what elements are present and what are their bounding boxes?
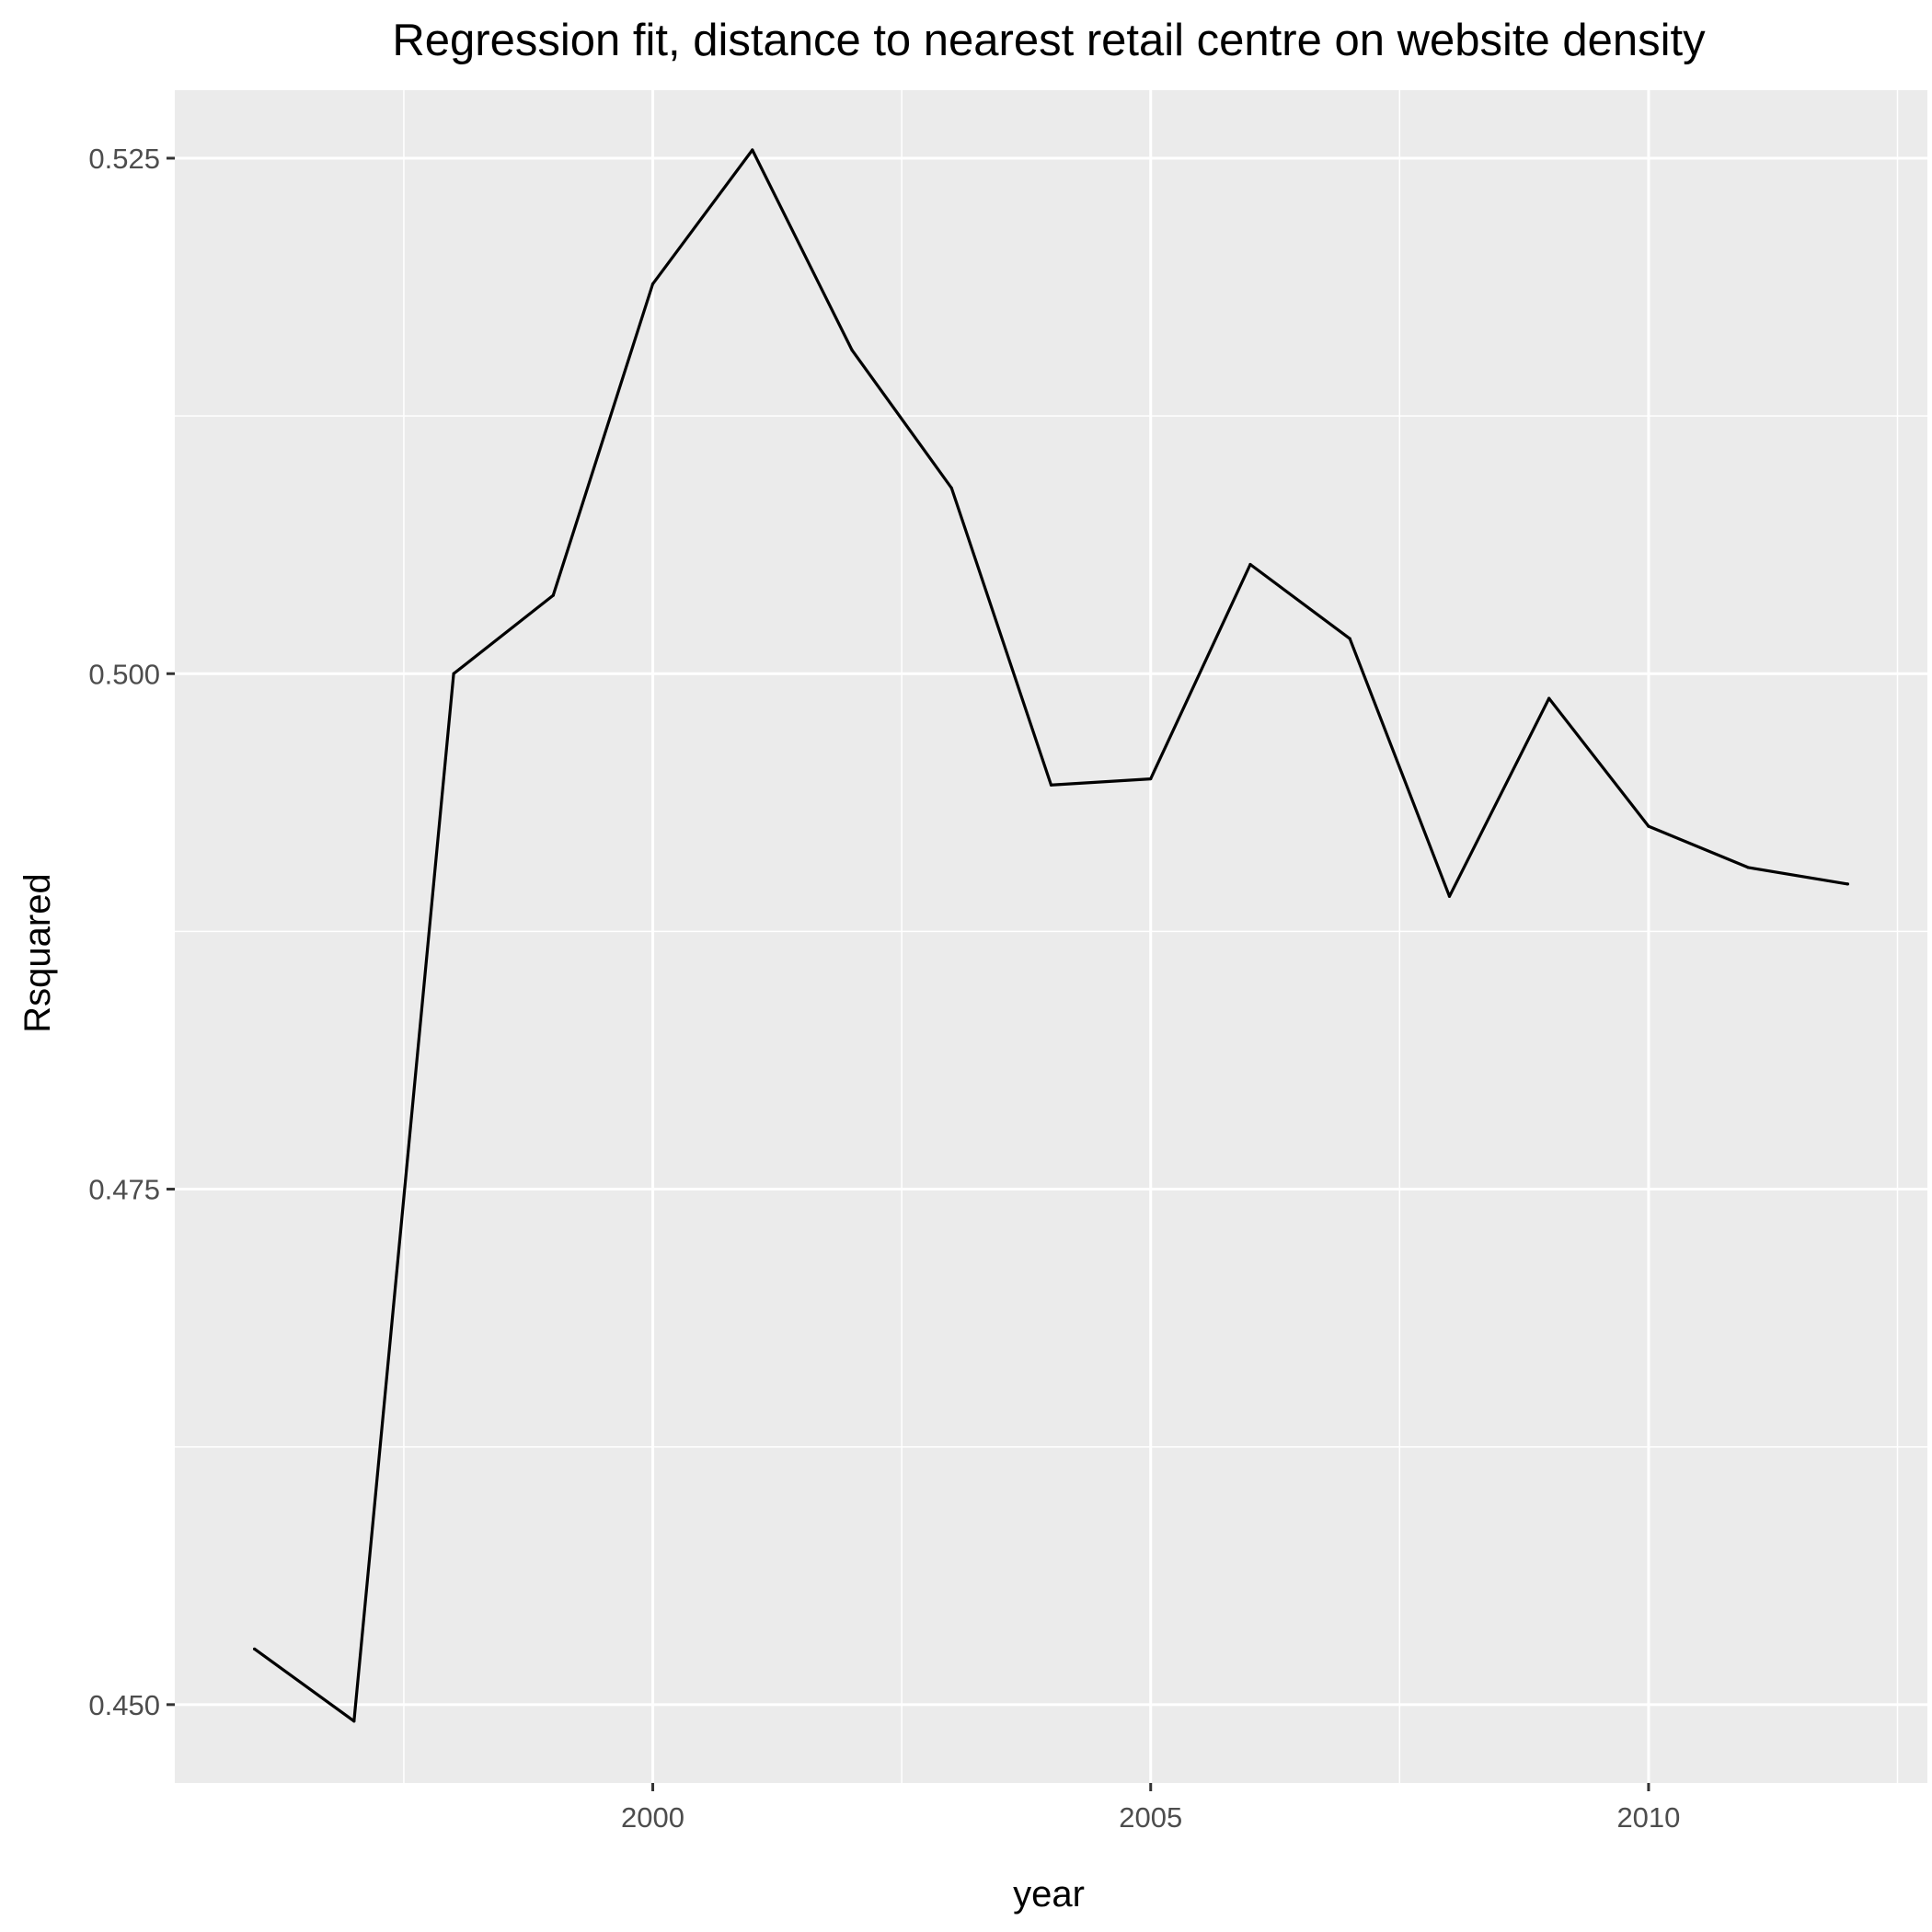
y-tick-label: 0.500	[88, 658, 160, 690]
x-axis: 2000 2005 2010	[621, 1783, 1680, 1834]
data-point	[1547, 696, 1551, 700]
series-layer	[252, 148, 1850, 1723]
data-point	[1248, 562, 1252, 567]
data-point	[1846, 882, 1850, 886]
y-axis: 0.450 0.475 0.500 0.525	[88, 143, 175, 1721]
data-point	[551, 593, 555, 597]
x-tick-label: 2005	[1119, 1801, 1182, 1834]
data-point	[252, 1647, 257, 1650]
data-point	[1348, 637, 1351, 640]
x-axis-title: year	[1013, 1874, 1085, 1915]
x-tick-label: 2010	[1616, 1801, 1680, 1834]
data-point	[1149, 776, 1153, 781]
y-tick-label: 0.450	[88, 1689, 160, 1721]
data-point	[650, 282, 655, 286]
minor-gridlines	[175, 90, 1927, 1783]
data-point	[949, 486, 953, 490]
data-point	[1049, 783, 1053, 787]
data-point	[352, 1719, 356, 1723]
major-gridlines	[175, 90, 1927, 1783]
y-tick-label: 0.525	[88, 143, 160, 175]
data-point	[1447, 894, 1452, 898]
x-tick-label: 2000	[621, 1801, 684, 1834]
chart-title: Regression fit, distance to nearest reta…	[392, 16, 1706, 65]
data-point	[850, 348, 854, 351]
y-tick-label: 0.475	[88, 1174, 160, 1206]
plot-panel	[175, 90, 1927, 1783]
data-point	[1647, 824, 1650, 828]
data-point	[751, 148, 754, 152]
y-axis-title: Rsquared	[17, 873, 58, 1032]
data-point	[1746, 866, 1750, 869]
data-point	[452, 672, 455, 675]
